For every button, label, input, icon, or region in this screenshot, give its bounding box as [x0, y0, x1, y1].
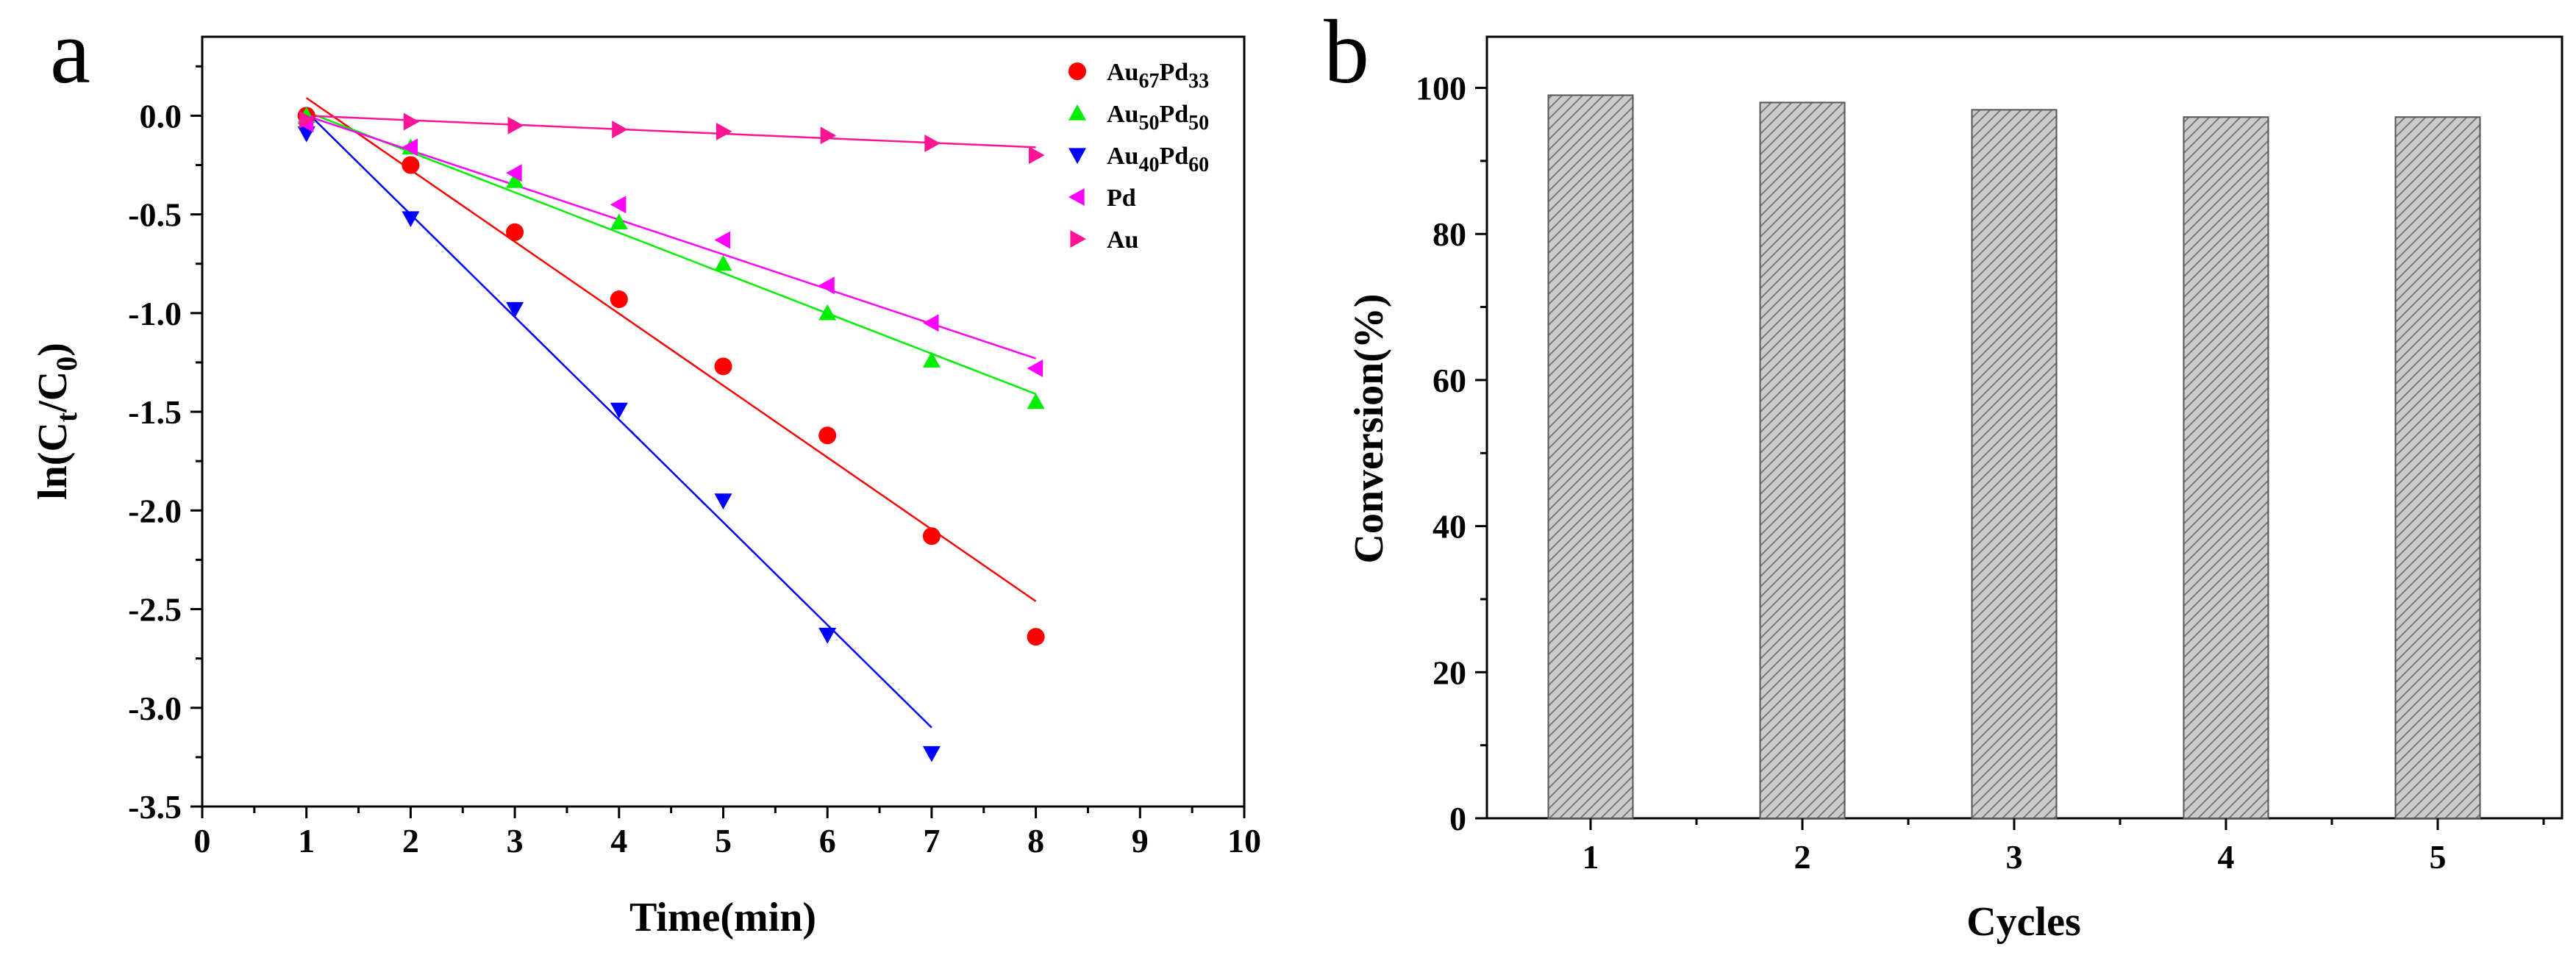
y-tick-label: 20	[1433, 654, 1466, 691]
panel-a-fit-lines	[305, 97, 1037, 729]
legend-label-au: Au	[1107, 226, 1138, 254]
data-point-au50pd50	[818, 304, 837, 321]
data-point-au	[507, 116, 524, 135]
panel-a-data-points	[297, 107, 1045, 762]
data-point-au67pd33	[818, 426, 837, 445]
data-point-au67pd33	[1027, 628, 1045, 646]
x-tick-label: 1	[1583, 838, 1599, 876]
panel-a: a 0 1 2 3 4 5 6 7 8 9 10 0.0 -0.5 -1.0 -1.5 -2.0 -2.5 -3.…	[30, 1, 1261, 940]
y-tick-label: 100	[1416, 70, 1466, 107]
y-tick-label: 40	[1433, 508, 1466, 546]
panel-a-plot-frame	[201, 35, 1246, 808]
data-point-au67pd33	[714, 357, 732, 376]
data-point-au40pd60	[714, 493, 732, 509]
y-tick-label: -1.0	[128, 295, 182, 332]
panel-b: b 1 2 3 4 5 0 20 40 60 80 100 Cycles Conversion(%)	[1324, 1, 2563, 945]
data-point-au40pd60	[610, 402, 628, 419]
legend-marker-au50pd50	[1068, 104, 1086, 121]
y-tick-label: 80	[1433, 215, 1466, 253]
data-point-au	[1029, 146, 1045, 165]
x-tick-label: 7	[923, 822, 940, 859]
panel-b-y-axis-title: Conversion(%)	[1346, 293, 1392, 563]
x-tick-label: 8	[1027, 822, 1044, 859]
panel-b-x-axis-title: Cycles	[1966, 899, 2081, 945]
y-tick-label: 60	[1433, 362, 1466, 399]
panel-b-bars	[1547, 94, 2481, 820]
data-point-au	[612, 121, 628, 139]
legend-marker-au40pd60	[1068, 148, 1086, 164]
data-point-pd	[1027, 360, 1043, 378]
x-tick-label: 6	[819, 822, 836, 859]
bar-cycle-4	[2183, 116, 2269, 819]
data-point-au	[403, 112, 420, 131]
data-point-pd	[402, 138, 418, 157]
data-point-au	[820, 126, 837, 145]
data-point-au40pd60	[922, 745, 941, 762]
fit-line-au50pd50	[306, 110, 1037, 396]
x-tick-label: 0	[194, 822, 211, 859]
legend-marker-au	[1070, 230, 1086, 248]
x-tick-label: 9	[1132, 822, 1149, 859]
y-tick-label: -0.5	[128, 196, 182, 234]
x-tick-label: 2	[1794, 838, 1811, 876]
data-point-pd	[714, 231, 731, 249]
x-tick-label: 3	[2006, 838, 2023, 876]
data-point-au50pd50	[714, 254, 732, 271]
y-tick-label: -2.0	[128, 492, 182, 529]
x-tick-label: 3	[507, 822, 524, 859]
bar-cycle-5	[2394, 116, 2481, 819]
panel-a-ticks: 0 1 2 3 4 5 6 7 8 9 10 0.0 -0.5 -1.0 -1.5 -2.0 -2.5 -3.0 -…	[128, 65, 1261, 859]
data-point-au67pd33	[610, 290, 628, 309]
fit-line-au67pd33	[305, 97, 1037, 602]
y-tick-label: -1.5	[128, 393, 182, 431]
legend-label-au50pd50: Au50Pd50	[1107, 101, 1209, 135]
bar-cycle-3	[1971, 109, 2058, 820]
y-tick-label: -2.5	[128, 591, 182, 629]
data-point-au67pd33	[402, 156, 420, 174]
legend-label-au40pd60: Au40Pd60	[1107, 143, 1209, 176]
legend-marker-au67pd33	[1068, 62, 1086, 80]
panel-a-y-axis-title: ln(Ct/C0)	[30, 343, 83, 500]
panel-a-x-axis-title: Time(min)	[629, 895, 816, 940]
legend-marker-pd	[1068, 188, 1085, 206]
x-tick-label: 1	[298, 822, 315, 859]
panel-a-legend: Au67Pd33 Au50Pd50 Au40Pd60 Pd Au	[1068, 59, 1209, 254]
fit-line-au	[306, 115, 1036, 149]
x-tick-label: 5	[715, 822, 732, 859]
data-point-au50pd50	[506, 171, 524, 188]
y-tick-label: 0.0	[140, 97, 182, 135]
x-tick-label: 10	[1227, 822, 1261, 859]
panel-b-ticks: 1 2 3 4 5 0 20 40 60 80 100	[1416, 70, 2545, 876]
x-tick-label: 2	[402, 822, 419, 859]
data-point-pd	[610, 196, 627, 214]
data-point-pd	[506, 164, 522, 182]
legend-label-pd: Pd	[1107, 185, 1136, 212]
panel-a-letter: a	[50, 1, 90, 102]
data-point-au40pd60	[402, 211, 420, 227]
data-point-pd	[922, 314, 939, 332]
data-point-au50pd50	[1027, 393, 1045, 410]
data-point-au50pd50	[610, 213, 628, 229]
panel-b-letter: b	[1324, 1, 1369, 102]
data-point-au40pd60	[818, 627, 837, 644]
data-point-pd	[818, 276, 835, 295]
data-point-au40pd60	[506, 301, 524, 318]
legend-label-au67pd33: Au67Pd33	[1107, 59, 1209, 93]
data-point-au	[716, 122, 732, 140]
data-point-au	[924, 134, 941, 152]
data-point-au67pd33	[506, 223, 524, 241]
y-tick-label: 0	[1449, 800, 1466, 837]
x-tick-label: 5	[2430, 838, 2447, 876]
y-tick-label: -3.0	[128, 690, 182, 727]
x-tick-label: 4	[610, 822, 627, 859]
bar-cycle-2	[1759, 101, 1846, 820]
x-tick-label: 4	[2218, 838, 2235, 876]
bar-cycle-1	[1547, 94, 1634, 820]
data-point-au67pd33	[922, 527, 941, 546]
y-tick-label: -3.5	[128, 788, 182, 826]
data-point-au	[299, 110, 315, 129]
fit-line-pd	[306, 115, 1036, 360]
data-point-au50pd50	[922, 351, 941, 368]
